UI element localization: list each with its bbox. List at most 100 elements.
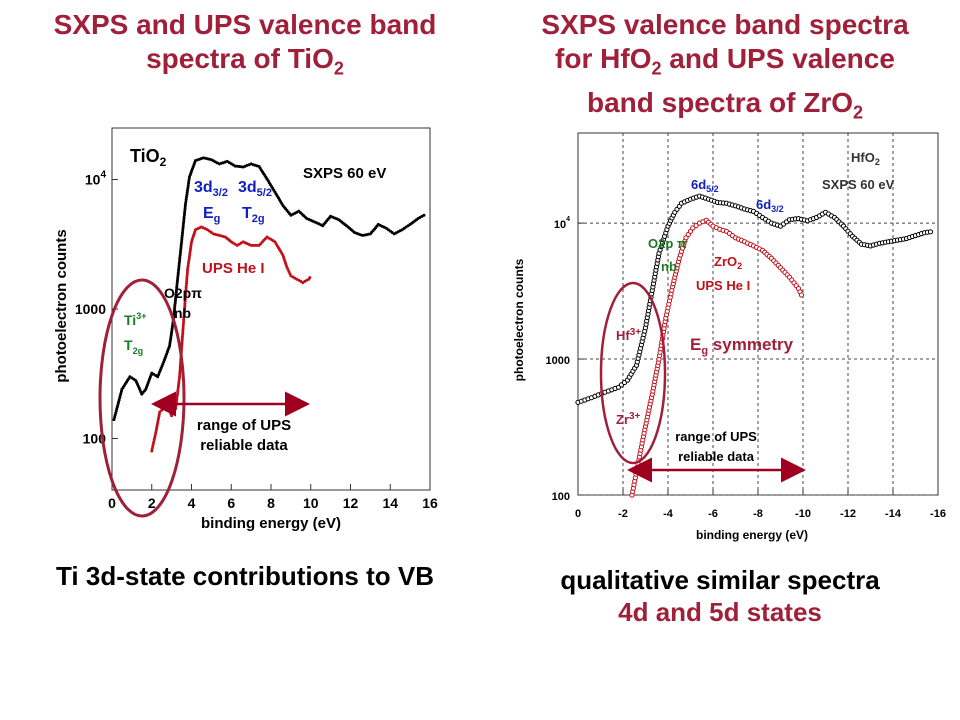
left-series-point [185,279,189,283]
right-xtick-label: -6 [708,508,718,520]
left-label-t2g: T2g [242,205,265,225]
right-series-point [693,223,699,229]
left-label-eg: Eg [203,205,220,225]
left-series-point [178,257,182,261]
left-series-point [177,266,181,270]
right-label-hfo2: HfO2 [851,150,880,167]
left-series-point [173,308,176,311]
left-series-point [182,313,186,317]
right-xtick-label: -8 [753,508,763,520]
left-chart: 0 2 4 6 8 10 12 14 16 104 1000 100 photoelectron co… [53,127,438,532]
left-series-point [185,282,188,285]
left-series-point [186,266,190,270]
left-series-point [422,213,426,217]
right-xtick-label: -4 [663,508,674,520]
left-series-point [308,276,312,280]
right-xtick-label: 0 [575,508,581,520]
left-series-point [170,327,174,331]
right-ytick-label: 100 [552,491,570,503]
left-series-point [181,328,185,332]
right-title-line3: band spectra of ZrO2 [586,86,864,123]
left-series-point [178,253,182,257]
left-xtick-label: 12 [343,495,359,511]
left-series-point [187,257,191,261]
right-series-point [798,292,805,298]
left-series-point [181,331,185,335]
right-label-eg-symmetry: Eg symmetry [690,335,794,357]
right-xtick-label: -10 [795,508,811,520]
left-label-ti3: Ti3+ [124,311,146,328]
right-label-sxps: SXPS 60 eV [822,177,895,192]
left-series-point [175,288,178,292]
right-xlabel: binding energy (eV) [696,528,808,542]
left-series-point [174,297,178,301]
left-series-point [181,231,184,235]
right-label-6d52: 6d5/2 [691,177,719,194]
left-series-point [182,320,186,323]
right-series-point [927,229,934,235]
left-series-point [186,264,190,268]
left-series-point [180,235,184,239]
left-xtick-label: 4 [188,495,196,511]
left-series-point [185,270,189,274]
left-series-point [176,271,180,275]
right-xtick-label: -12 [840,508,856,520]
left-series-point [183,302,187,306]
left-series-point [181,222,185,226]
left-title-line2: spectra of TiO2 [146,43,344,79]
left-series-point [178,251,182,255]
right-title-line1: SXPS valence band spectra [541,9,909,40]
left-series-point [182,308,186,312]
left-series-point [183,297,187,301]
left-series-point [178,375,182,379]
left-series-point [176,277,180,281]
left-series-point [179,244,183,248]
left-xtick-label: 16 [422,495,438,511]
left-series-point [178,255,182,259]
left-series-0 [112,156,426,422]
left-series-point [184,295,187,299]
left-series-point [183,211,187,215]
left-series-point [181,224,185,228]
left-series-point [173,305,177,309]
left-xtick-label: 0 [108,495,116,511]
left-series-point [173,301,177,305]
left-series-point [182,217,186,221]
right-label-zr3: Zr3+ [616,411,641,427]
right-range-line2: reliable data [678,449,755,464]
right-caption-line2: 4d and 5d states [618,597,822,627]
left-series-point [189,246,193,250]
right-caption-line1: qualitative similar spectra [560,565,880,595]
left-ytick-label: 1000 [75,301,106,317]
left-series-point [187,177,191,181]
left-series-point [181,229,185,233]
left-series-point [184,290,188,294]
left-series-point [183,206,187,210]
right-label-hf3: Hf3+ [616,327,641,343]
left-series-point [176,388,180,391]
left-xlabel: binding energy (eV) [201,515,341,532]
left-series-point [184,293,188,297]
left-series-point [188,251,192,255]
right-title-line2: for HfO2 and UPS valence [555,43,895,79]
left-series-point [189,244,193,248]
left-series-point [178,373,182,376]
right-series-0 [575,193,934,405]
left-series-point [183,304,187,308]
right-range-line1: range of UPS [675,429,757,444]
left-series-point [185,275,189,279]
left-series-point [186,184,190,188]
left-series-point [180,233,184,237]
right-series-point [690,225,696,231]
left-series-point [185,191,189,194]
left-series-point [177,264,181,268]
left-label-t2g-state: T2g [124,337,143,356]
right-xtick-label: -2 [618,508,628,520]
left-label-nb: nb [174,305,191,321]
left-series-point [180,342,184,346]
left-series-point [180,339,184,343]
left-series-point [185,193,189,197]
left-label-3d32: 3d3/2 [194,179,228,199]
left-ytick-label: 104 [85,170,107,188]
